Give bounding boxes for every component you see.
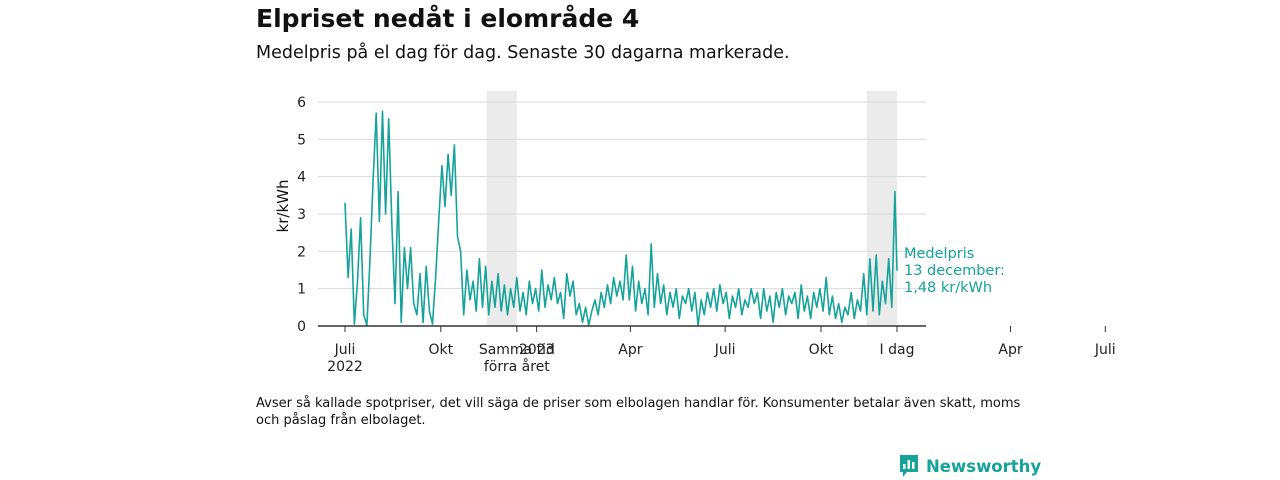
annotation-line: 13 december: (904, 263, 1005, 279)
x-tick-label: Juli (334, 342, 356, 358)
brand-name: Newsworthy (926, 456, 1042, 476)
series-line (344, 110, 898, 327)
y-tick-label: 0 (297, 319, 306, 335)
x-tick: Juli (714, 326, 736, 358)
highlight-bands (486, 90, 897, 326)
x-tick: Okt (809, 326, 834, 358)
y-tick-label: 1 (297, 282, 306, 298)
x-tick: I dag (880, 326, 915, 358)
y-tick-label: 6 (297, 95, 306, 111)
x-tick-label: Okt (429, 342, 454, 358)
y-tick-label: 5 (297, 132, 306, 148)
x-tick-label: förra året (484, 358, 550, 375)
page-subtitle: Medelpris på el dag för dag. Senaste 30 … (256, 43, 790, 63)
annotation-line: Medelpris (904, 246, 974, 262)
annotation-line: 1,48 kr/kWh (904, 280, 992, 296)
y-tick-label: 4 (297, 170, 306, 186)
footnote: Avser så kallade spotpriser, det vill sä… (256, 396, 1021, 428)
x-tick: 2023 (519, 326, 555, 358)
x-tick-label: 2023 (519, 342, 555, 358)
y-axis-label: kr/kWh (274, 180, 292, 233)
x-tick: Juli (1094, 326, 1116, 358)
series-layer (344, 110, 898, 327)
bar-chart-speech-bubble-icon (900, 455, 918, 477)
y-tick-label: 2 (297, 244, 306, 260)
x-tick-label: 2022 (327, 359, 363, 375)
x-tick-label: Apr (618, 342, 642, 358)
x-tick: Apr (618, 326, 643, 358)
x-tick-label: Juli (1094, 342, 1116, 358)
x-tick-label: Samma tid (479, 342, 555, 358)
x-tick: Okt (429, 326, 454, 358)
x-tick-label: Okt (809, 342, 834, 358)
page-title: Elpriset nedåt i elområde 4 (256, 4, 640, 33)
y-tick-labels: 0 1 2 3 4 5 6 (297, 95, 306, 335)
x-tick-label: Juli (714, 342, 736, 358)
x-tick: Apr (998, 326, 1023, 358)
x-tick-label: I dag (880, 342, 915, 358)
brand-logo: Newsworthy (898, 453, 1041, 479)
x-tick-label: Apr (998, 342, 1022, 358)
y-tick-label: 3 (297, 207, 306, 223)
